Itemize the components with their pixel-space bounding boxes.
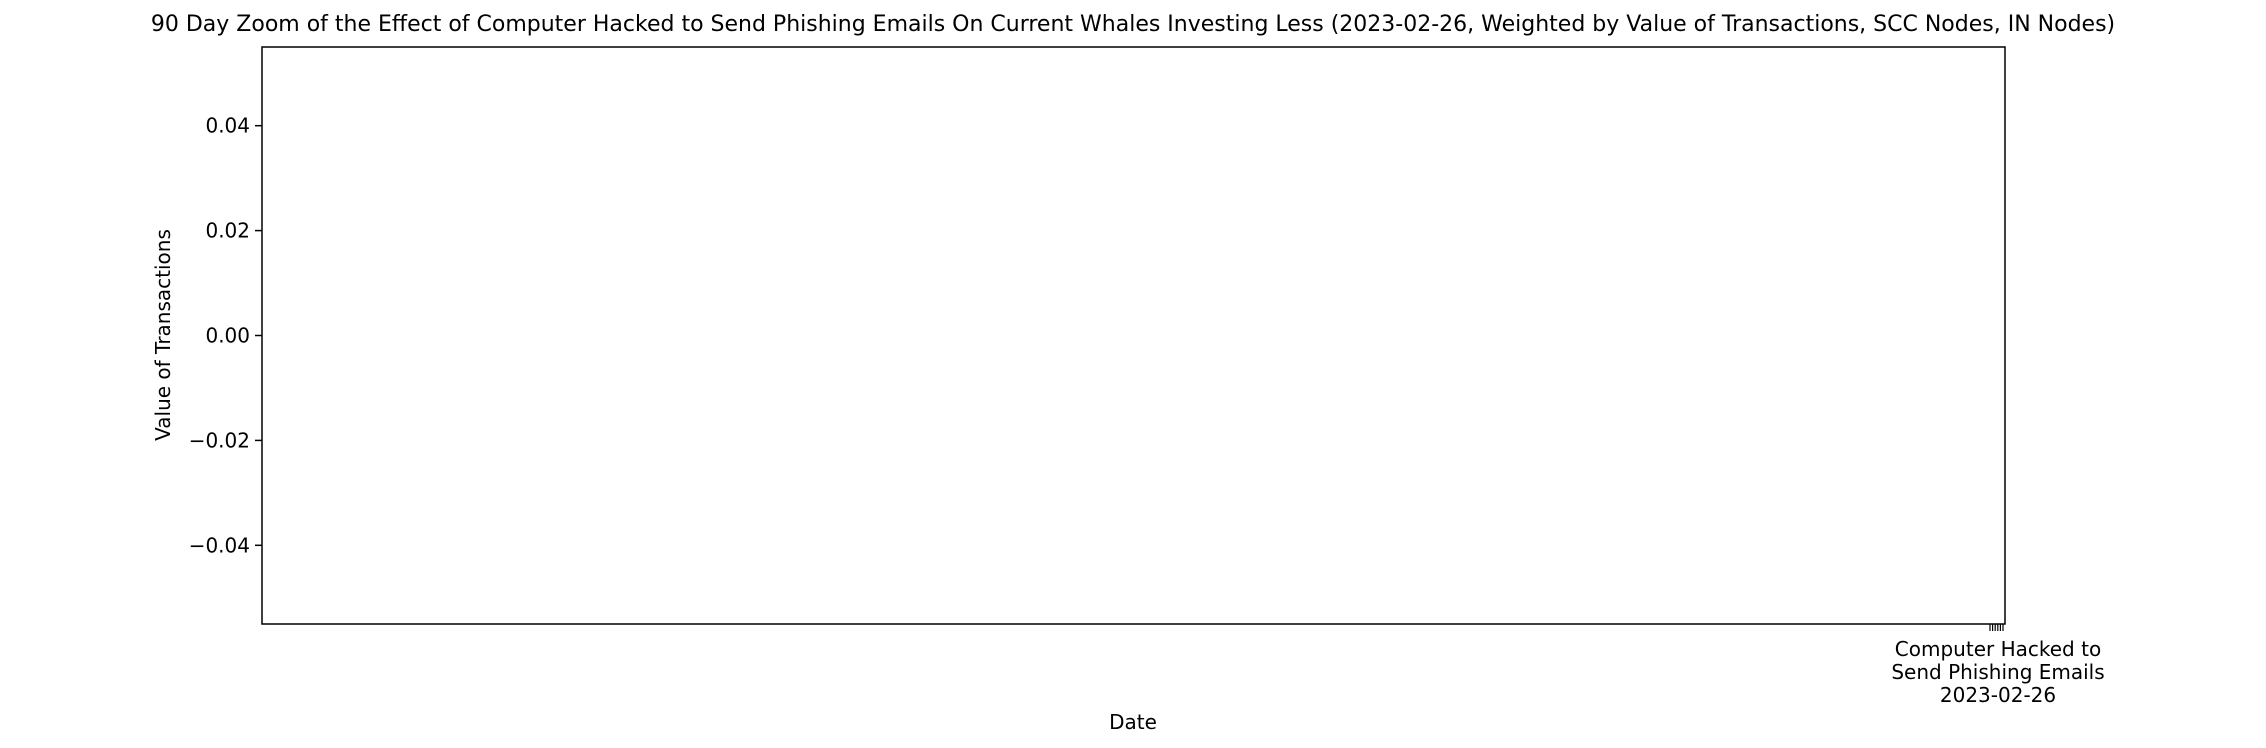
y-tick-label: 0.02 [205,219,250,243]
y-axis-label: Value of Transactions [151,229,175,441]
event-label: Computer Hacked to Send Phishing Emails … [1891,637,2104,707]
y-tick-label: −0.02 [189,428,250,452]
y-tick-label: −0.04 [189,533,250,557]
event-label-line-3: 2023-02-26 [1940,683,2056,707]
x-axis-label: Date [1109,710,1157,734]
y-tick-label: 0.00 [205,324,250,348]
event-label-line-2: Send Phishing Emails [1891,660,2104,684]
x-axis-ticks [1989,624,2004,631]
chart-title: 90 Day Zoom of the Effect of Computer Ha… [151,12,2115,37]
y-tick-label: 0.04 [205,114,250,138]
event-label-line-1: Computer Hacked to [1895,637,2101,661]
y-axis-ticks: −0.04 −0.02 0.00 0.02 0.04 [189,114,262,557]
plot-area [261,46,2006,625]
